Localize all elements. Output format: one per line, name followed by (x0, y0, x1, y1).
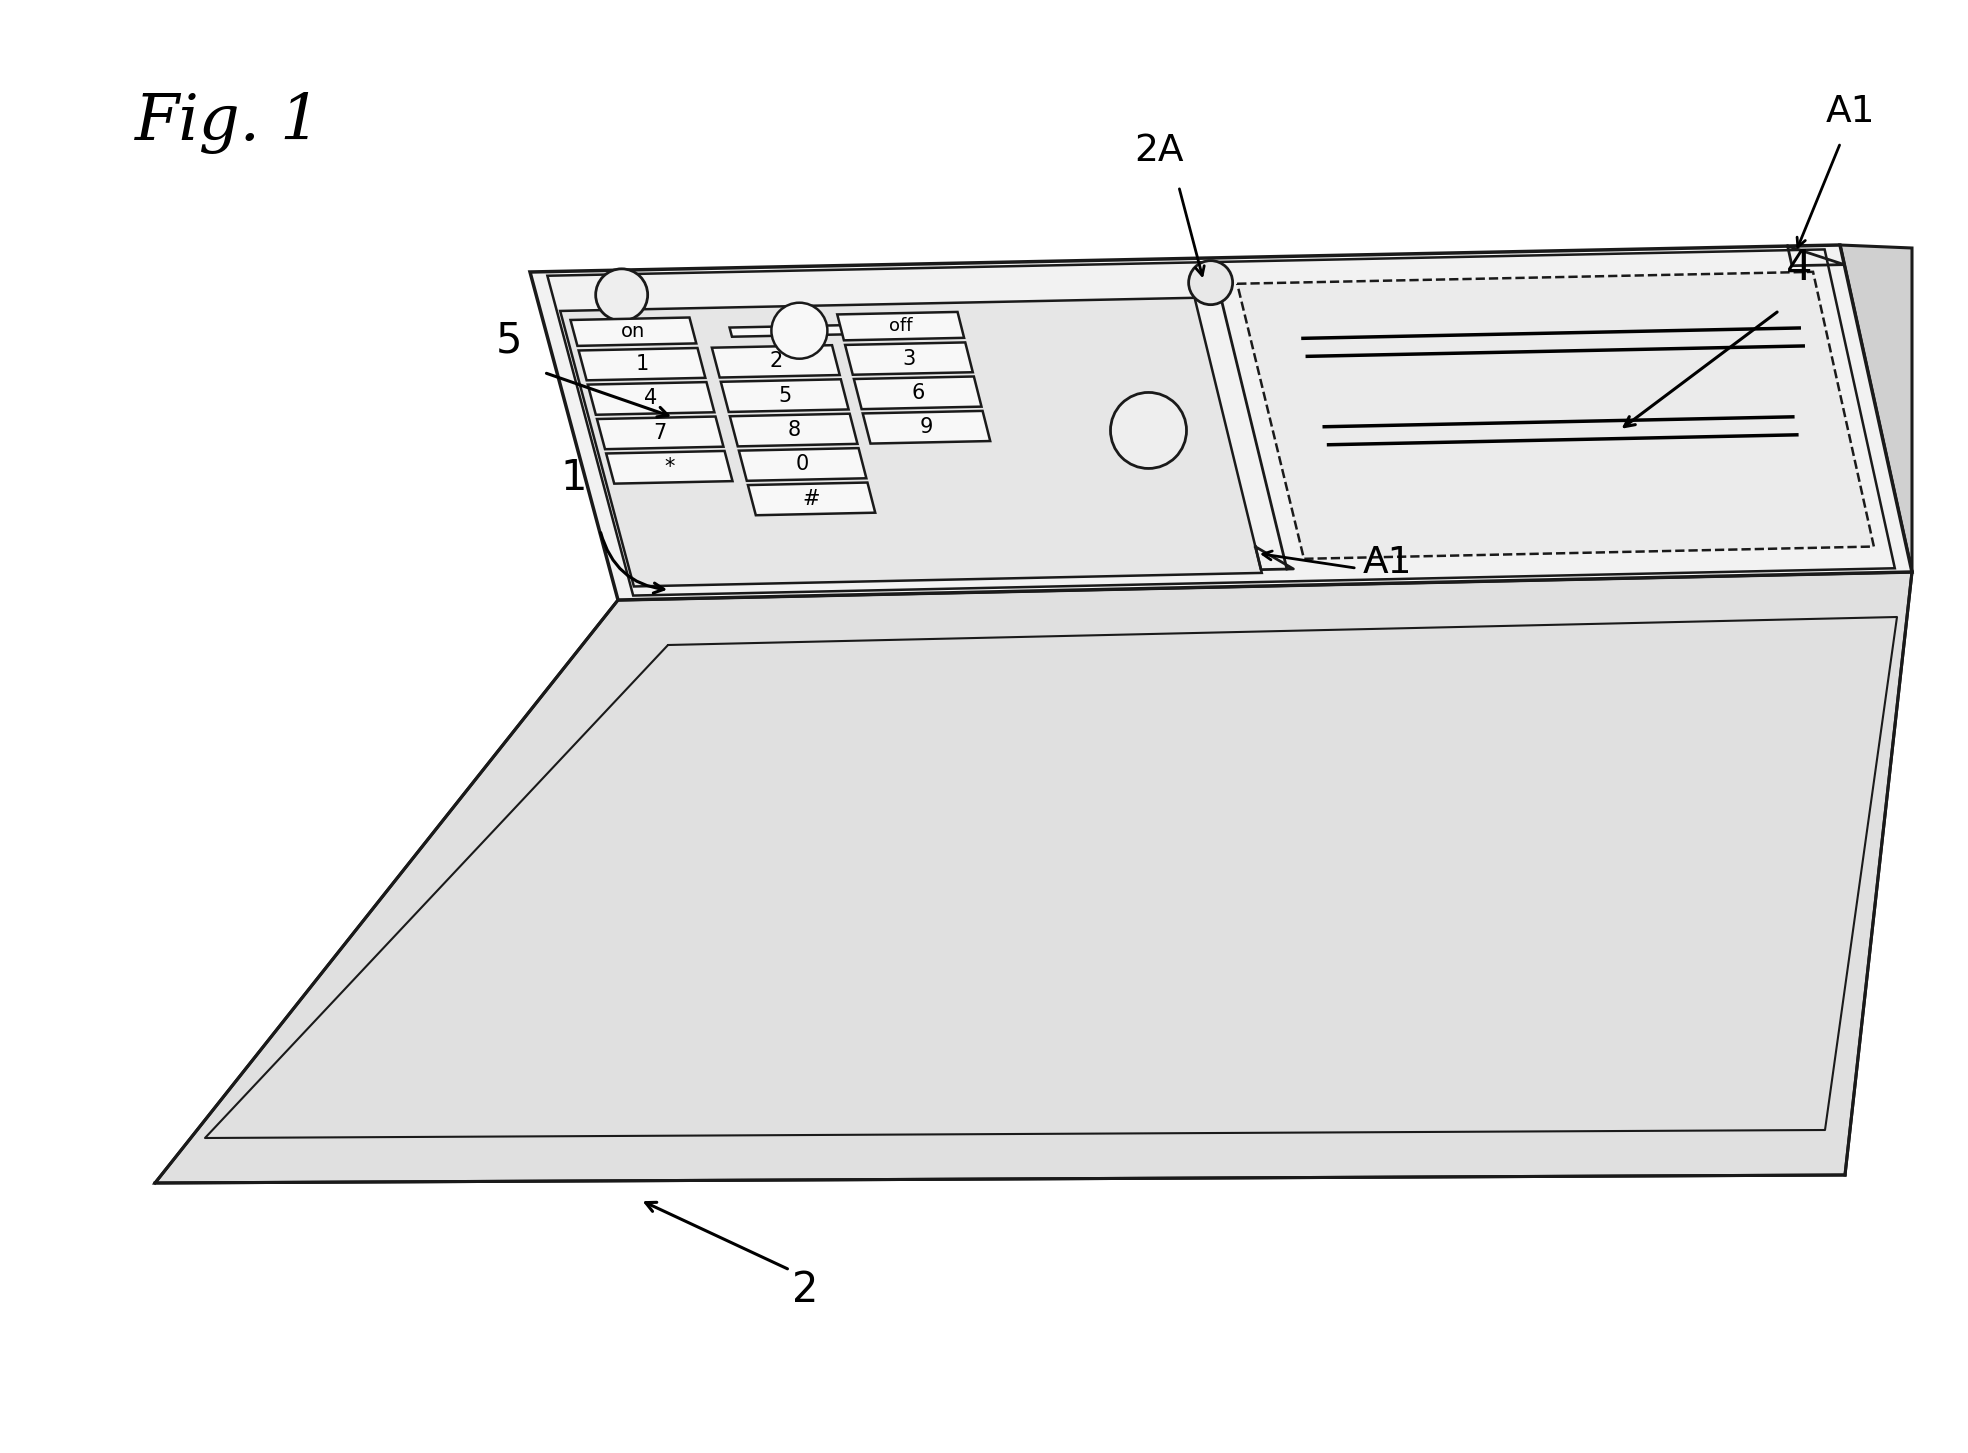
Polygon shape (579, 349, 705, 381)
Text: A1: A1 (1362, 545, 1411, 581)
Text: 5: 5 (777, 385, 791, 405)
Text: 5: 5 (496, 320, 522, 362)
Circle shape (771, 302, 827, 359)
Polygon shape (862, 411, 990, 443)
Text: 6: 6 (911, 382, 925, 402)
Polygon shape (596, 417, 724, 449)
Polygon shape (738, 448, 866, 481)
Text: on: on (622, 323, 646, 341)
Polygon shape (1840, 246, 1913, 572)
Polygon shape (748, 482, 876, 516)
Text: 0: 0 (795, 455, 809, 475)
Text: 2A: 2A (1134, 134, 1183, 169)
Text: A1: A1 (1826, 94, 1876, 131)
Circle shape (1189, 260, 1232, 305)
Polygon shape (712, 346, 840, 378)
Polygon shape (783, 336, 821, 347)
Polygon shape (844, 343, 972, 375)
Polygon shape (815, 324, 870, 336)
Polygon shape (854, 376, 982, 410)
Polygon shape (561, 298, 1261, 587)
Text: 2: 2 (769, 352, 783, 372)
Polygon shape (547, 250, 1895, 596)
Text: off: off (890, 317, 913, 336)
Text: 9: 9 (919, 417, 933, 437)
Polygon shape (730, 414, 858, 446)
Text: 1: 1 (636, 355, 649, 375)
Circle shape (1110, 392, 1187, 468)
Text: 7: 7 (653, 423, 667, 443)
Text: 3: 3 (903, 349, 915, 369)
Text: Fig. 1: Fig. 1 (136, 92, 321, 154)
Polygon shape (155, 572, 1913, 1183)
Polygon shape (588, 382, 714, 414)
Text: 8: 8 (787, 420, 801, 440)
Text: #: # (803, 488, 821, 509)
Circle shape (596, 269, 647, 321)
Polygon shape (571, 318, 697, 346)
Polygon shape (606, 450, 732, 484)
Text: 2: 2 (791, 1268, 819, 1311)
Polygon shape (720, 379, 848, 413)
Polygon shape (730, 327, 783, 337)
Text: 4: 4 (1787, 247, 1813, 289)
Text: 1: 1 (561, 458, 586, 498)
Polygon shape (836, 312, 964, 340)
Text: *: * (663, 458, 675, 477)
Polygon shape (529, 246, 1913, 600)
Text: 4: 4 (644, 388, 657, 408)
Polygon shape (1238, 272, 1874, 559)
Polygon shape (779, 314, 815, 327)
